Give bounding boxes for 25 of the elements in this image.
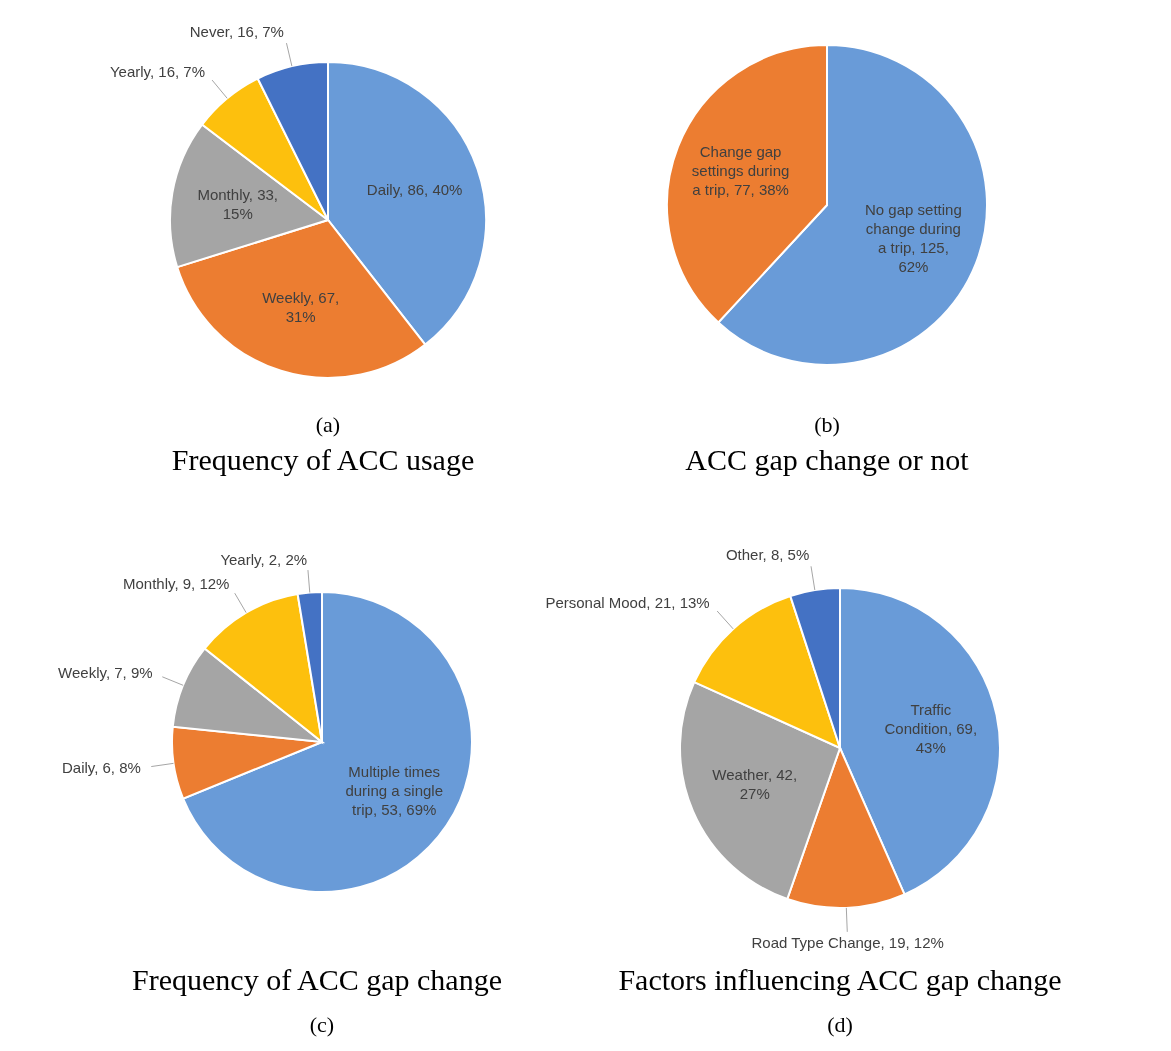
slice-label: No gap setting change during a trip, 125, 62%	[865, 201, 962, 276]
text: (b)	[814, 412, 840, 437]
slice-label: Never, 16, 7%	[189, 23, 284, 41]
slice-label: Monthly, 9, 12%	[122, 575, 230, 593]
slice-label: Weekly, 67, 31%	[262, 288, 340, 325]
text: Frequency of ACC gap change	[132, 963, 502, 996]
slice-label: Yearly, 2, 2%	[220, 550, 308, 568]
slice-label: Daily, 6, 8%	[61, 759, 141, 777]
text: (d)	[827, 1012, 853, 1037]
slice-label: Multiple times during a single trip, 53, 69%	[345, 762, 443, 818]
text: (a)	[315, 412, 341, 437]
slice-label: Monthly, 33, 15%	[197, 185, 279, 222]
slice-label: Yearly, 16, 7%	[109, 62, 206, 80]
slice-label: Road Type Change, 19, 12%	[751, 934, 944, 952]
slice-label: Change gap settings during a trip, 77, 38%	[691, 143, 790, 199]
text: Factors influencing ACC gap change	[618, 963, 1062, 996]
text: (c)	[309, 1012, 335, 1037]
text: Frequency of ACC usage	[171, 443, 475, 476]
slice-label: Weekly, 7, 9%	[58, 663, 153, 681]
slice-label: Other, 8, 5%	[725, 546, 810, 564]
slice-label: Daily, 86, 40%	[366, 181, 463, 199]
slice-label: Traffic Condition, 69, 43%	[884, 700, 978, 756]
slice-label: Personal Mood, 21, 13%	[545, 593, 710, 611]
text: ACC gap change or not	[685, 443, 970, 476]
slice-label: Weather, 42, 27%	[712, 766, 798, 803]
